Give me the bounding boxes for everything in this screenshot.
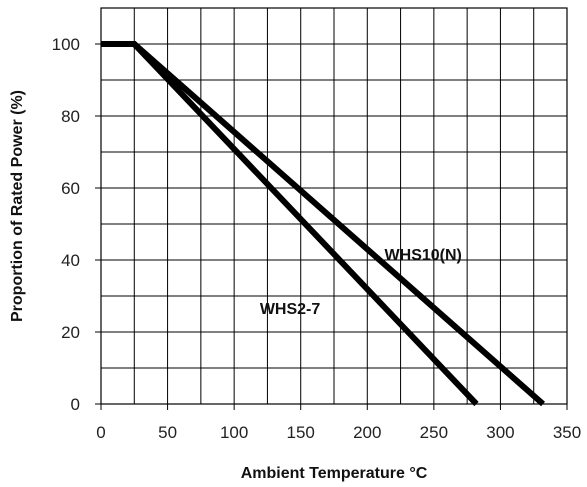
x-tick-label: 350 — [553, 423, 581, 442]
y-tick-label: 40 — [61, 251, 80, 270]
x-tick-label: 300 — [486, 423, 514, 442]
y-tick-label: 0 — [71, 395, 80, 414]
series-label: WHS2-7 — [260, 301, 321, 318]
x-tick-labels: 0 50 100 150 200 250 300 350 — [96, 404, 581, 442]
grid — [101, 8, 567, 404]
x-tick-label: 250 — [420, 423, 448, 442]
series-annotations: WHS10(N) WHS2-7 — [260, 247, 462, 318]
x-tick-label: 50 — [158, 423, 177, 442]
y-tick-label: 100 — [52, 35, 80, 54]
x-tick-label: 200 — [353, 423, 381, 442]
y-axis-title: Proportion of Rated Power (%) — [9, 90, 26, 322]
y-tick-label: 60 — [61, 179, 80, 198]
x-tick-label: 100 — [220, 423, 248, 442]
y-tick-label: 20 — [61, 323, 80, 342]
series-lines — [101, 41, 546, 407]
series-line — [101, 41, 546, 407]
x-tick-label: 0 — [96, 423, 105, 442]
series-label: WHS10(N) — [385, 247, 462, 264]
y-tick-labels: 0 20 40 60 80 100 — [52, 35, 101, 414]
x-axis-title: Ambient Temperature °C — [241, 465, 428, 482]
y-tick-label: 80 — [61, 107, 80, 126]
x-tick-label: 150 — [287, 423, 315, 442]
